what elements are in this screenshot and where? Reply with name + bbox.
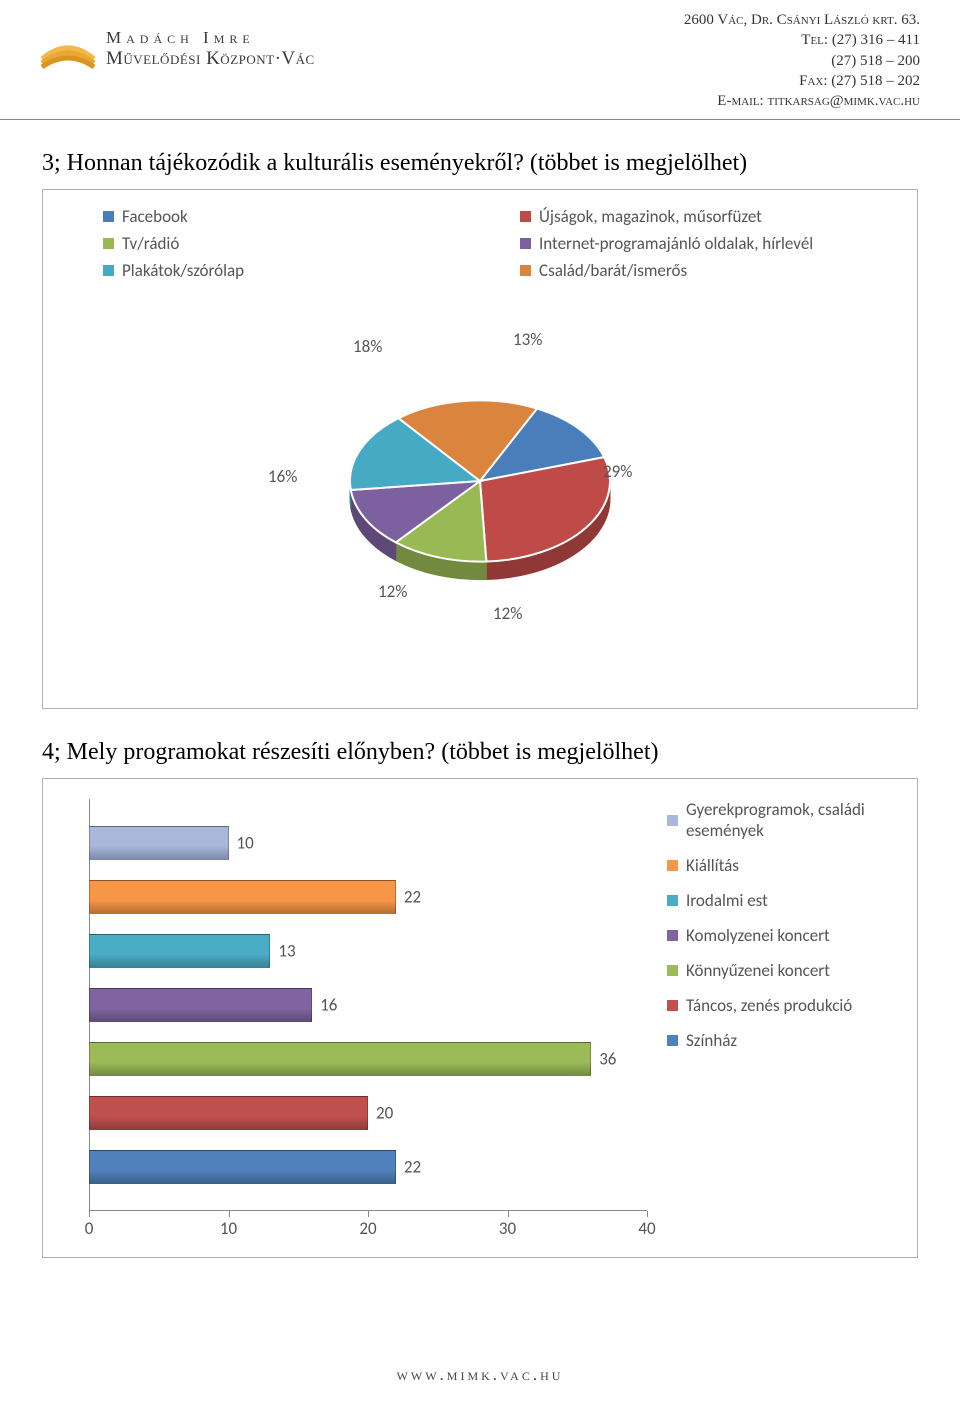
bar-row: 13 [89, 934, 647, 968]
bar-value-label: 13 [278, 941, 295, 962]
legend-swatch [667, 815, 678, 826]
bar-value-label: 10 [237, 833, 254, 854]
bar-row: 22 [89, 1150, 647, 1184]
contact-addr: 2600 Vác, Dr. Csányi László krt. 63. [684, 10, 920, 30]
legend-swatch [103, 211, 114, 222]
bar-value-label: 22 [404, 887, 421, 908]
bar-value-label: 22 [404, 1157, 421, 1178]
legend-swatch [520, 211, 531, 222]
q3-chart-frame: Facebook Újságok, magazinok, műsorfüzet Tv… [42, 189, 918, 709]
pie-slice-label: 12% [378, 581, 407, 602]
bar [89, 988, 312, 1022]
legend-swatch [103, 265, 114, 276]
x-tick-mark [89, 1211, 90, 1217]
legend-label: Komolyzenei koncert [686, 925, 830, 946]
bar-value-label: 20 [376, 1103, 393, 1124]
x-tick-label: 20 [359, 1218, 376, 1239]
pie-chart [60, 291, 900, 671]
legend-label: Irodalmi est [686, 890, 768, 911]
bar [89, 826, 229, 860]
legend-label: Plakátok/szórólap [122, 260, 244, 281]
q4-legend-item: Táncos, zenés produkció [667, 995, 907, 1016]
bar [89, 1150, 396, 1184]
q4-legend-item: Kiállítás [667, 855, 907, 876]
bar [89, 1096, 368, 1130]
bar-row: 16 [89, 988, 647, 1022]
legend-swatch [520, 265, 531, 276]
contact-fax: Fax: (27) 518 – 202 [684, 71, 920, 91]
contact-tel2: (27) 518 – 200 [684, 51, 920, 71]
q4-legend-item: Komolyzenei koncert [667, 925, 907, 946]
bar-plot-area: 10 22 13 16 36 20 22 0 10 20 30 40 [43, 779, 657, 1257]
logo-icon [40, 29, 96, 69]
bar-row: 22 [89, 880, 647, 914]
org-name-line2: Művelődési Központ·Vác [106, 48, 315, 70]
contact-email: E-mail: titkarsag@mimk.vac.hu [684, 91, 920, 111]
x-tick-mark [229, 1211, 230, 1217]
legend-label: Internet-programajánló oldalak, hírlevél [539, 233, 813, 254]
legend-label: Táncos, zenés produkció [686, 995, 852, 1016]
legend-label: Facebook [122, 206, 188, 227]
pie-slice-label: 13% [513, 329, 542, 350]
legend-label: Újságok, magazinok, műsorfüzet [539, 206, 762, 227]
q3-title: 3; Honnan tájékozódik a kulturális esemé… [42, 150, 918, 177]
logo-block: Madách Imre Művelődési Központ·Vác [40, 28, 315, 70]
q4-legend-item: Könnyűzenei koncert [667, 960, 907, 981]
pie-slice-label: 16% [268, 466, 297, 487]
pie-slice-label: 12% [493, 603, 522, 624]
bar-row: 36 [89, 1042, 647, 1076]
bar-row: 10 [89, 826, 647, 860]
page-header: Madách Imre Művelődési Központ·Vác 2600 … [0, 0, 960, 120]
legend-label: Színház [686, 1030, 737, 1051]
bars-container: 10 22 13 16 36 20 22 [89, 799, 647, 1211]
legend-label: Gyerekprogramok, családi események [686, 799, 907, 841]
legend-swatch [667, 1000, 678, 1011]
legend-swatch [667, 930, 678, 941]
q4-legend-item: Színház [667, 1030, 907, 1051]
legend-swatch [667, 1035, 678, 1046]
bar [89, 880, 396, 914]
q3-legend-item: Internet-programajánló oldalak, hírlevél [520, 233, 877, 254]
x-tick-label: 0 [85, 1218, 94, 1239]
legend-swatch [667, 895, 678, 906]
pie-slice-label: 18% [353, 336, 382, 357]
legend-label: Tv/rádió [122, 233, 179, 254]
legend-swatch [520, 238, 531, 249]
footer-url: www.mimk.vac.hu [0, 1365, 960, 1385]
q3-legend-item: Facebook [103, 206, 460, 227]
q3-legend-item: Újságok, magazinok, műsorfüzet [520, 206, 877, 227]
org-name-line1: Madách Imre [106, 28, 315, 48]
x-tick-mark [368, 1211, 369, 1217]
q3-legend-item: Plakátok/szórólap [103, 260, 460, 281]
bar [89, 934, 270, 968]
x-tick-label: 30 [499, 1218, 516, 1239]
contact-tel1: Tel: (27) 316 – 411 [684, 30, 920, 50]
q4-legend: Gyerekprogramok, családi események Kiállí… [657, 779, 917, 1257]
x-tick-mark [508, 1211, 509, 1217]
x-tick-label: 40 [638, 1218, 655, 1239]
pie-slice-label: 29% [603, 461, 632, 482]
q3-legend-item: Család/barát/ismerős [520, 260, 877, 281]
legend-label: Kiállítás [686, 855, 739, 876]
legend-swatch [103, 238, 114, 249]
legend-label: Család/barát/ismerős [539, 260, 687, 281]
x-tick-mark [647, 1211, 648, 1217]
x-tick-label: 10 [220, 1218, 237, 1239]
legend-label: Könnyűzenei koncert [686, 960, 830, 981]
bar-value-label: 36 [599, 1049, 616, 1070]
q4-title: 4; Mely programokat részesíti előnyben? … [42, 739, 918, 766]
q4-legend-item: Gyerekprogramok, családi események [667, 799, 907, 841]
q3-legend: Facebook Újságok, magazinok, műsorfüzet Tv… [43, 190, 917, 291]
contact-block: 2600 Vác, Dr. Csányi László krt. 63. Tel… [684, 10, 920, 111]
q4-chart-frame: 10 22 13 16 36 20 22 0 10 20 30 40 Gyerekprogramok… [42, 778, 918, 1258]
legend-swatch [667, 860, 678, 871]
legend-swatch [667, 965, 678, 976]
q4-legend-item: Irodalmi est [667, 890, 907, 911]
bar [89, 1042, 591, 1076]
q3-pie-wrap: 13% 29% 12% 12% 16% 18% [43, 291, 917, 671]
bar-row: 20 [89, 1096, 647, 1130]
bar-value-label: 16 [320, 995, 337, 1016]
q3-legend-item: Tv/rádió [103, 233, 460, 254]
